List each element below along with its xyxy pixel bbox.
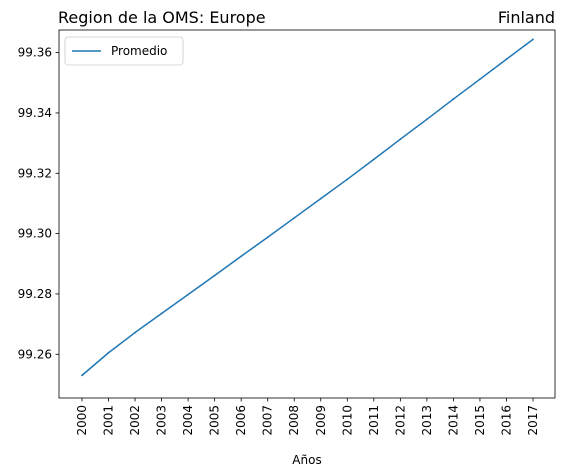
data-point xyxy=(425,118,428,121)
y-axis: 99.26 99.28 99.30 99.32 99.34 99.36 xyxy=(18,46,59,361)
chart-title: Region de la OMS: Europe xyxy=(58,8,266,27)
y-tick-label: 99.32 xyxy=(18,166,52,180)
x-tick-label: 2002 xyxy=(128,405,142,436)
legend-box xyxy=(64,36,184,66)
data-point xyxy=(107,351,110,354)
data-point xyxy=(134,331,136,334)
x-tick-label: 2013 xyxy=(420,405,434,436)
x-tick-label: 2015 xyxy=(473,405,487,436)
data-point xyxy=(160,312,163,315)
x-tick-label: 2012 xyxy=(393,405,407,436)
y-tick-label: 99.36 xyxy=(18,46,52,60)
x-tick-label: 2006 xyxy=(234,405,248,436)
data-point xyxy=(452,98,455,100)
y-tick-label: 99.26 xyxy=(18,347,52,361)
x-tick-label: 2010 xyxy=(340,405,354,436)
legend: Promedio xyxy=(64,36,184,66)
data-point xyxy=(213,274,216,277)
series-line xyxy=(81,38,534,376)
y-tick-label: 99.28 xyxy=(18,287,52,301)
x-tick-label: 2007 xyxy=(261,405,275,436)
x-tick-label: 2014 xyxy=(446,405,460,436)
x-tick-label: 2003 xyxy=(155,405,169,436)
plot-frame xyxy=(58,29,556,399)
data-point xyxy=(319,197,322,200)
x-tick-label: 2016 xyxy=(499,405,513,436)
data-point xyxy=(346,178,349,181)
legend-label: Promedio xyxy=(111,44,167,58)
series-group xyxy=(81,38,534,377)
data-point xyxy=(187,293,190,296)
x-tick-label: 2017 xyxy=(526,405,540,436)
chart-title-right: Finland xyxy=(498,8,555,27)
x-tick-label: 2001 xyxy=(102,405,116,436)
data-point xyxy=(479,78,481,81)
data-point xyxy=(240,255,243,258)
x-tick-label: 2011 xyxy=(367,405,381,436)
data-point xyxy=(532,38,534,41)
x-axis-label: Años xyxy=(292,453,321,467)
data-point xyxy=(505,58,508,61)
data-point xyxy=(266,236,269,239)
x-tick-label: 2008 xyxy=(287,405,301,436)
data-point xyxy=(81,374,83,377)
data-point xyxy=(399,138,402,141)
y-tick-label: 99.34 xyxy=(18,106,52,120)
y-tick-label: 99.30 xyxy=(18,227,52,241)
x-tick-label: 2005 xyxy=(208,405,222,436)
x-axis: 2000 2001 2002 2003 2004 2005 2006 2007 2008 2009… xyxy=(75,398,540,436)
x-tick-label: 2009 xyxy=(314,405,328,436)
x-tick-label: 2004 xyxy=(181,405,195,436)
x-tick-label: 2000 xyxy=(75,405,89,436)
data-point xyxy=(372,158,375,161)
data-point xyxy=(293,217,296,219)
